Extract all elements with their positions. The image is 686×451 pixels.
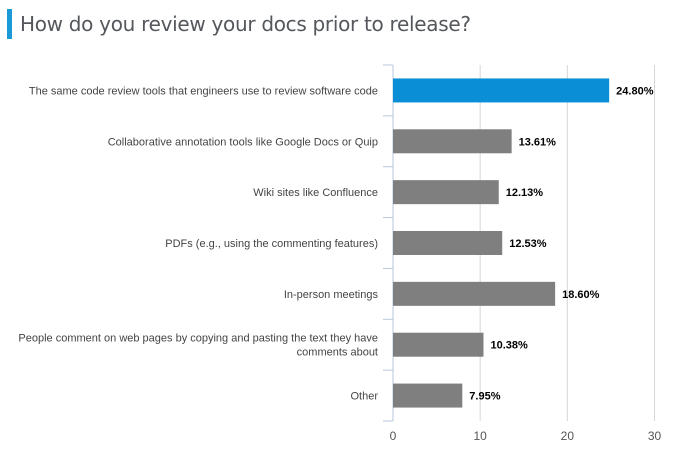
value-label: 24.80%: [616, 85, 654, 97]
bar: [393, 383, 463, 408]
x-tick-label: 30: [648, 429, 662, 443]
bar: [393, 78, 610, 103]
value-label: 12.13%: [506, 187, 544, 199]
x-tick-label: 20: [561, 429, 575, 443]
bar: [393, 281, 556, 306]
value-label: 10.38%: [490, 340, 528, 352]
category-label: Wiki sites like Confluence: [253, 187, 378, 199]
category-label: PDFs (e.g., using the commenting feature…: [165, 238, 378, 250]
value-label: 12.53%: [509, 238, 547, 250]
category-label: comments about: [297, 347, 378, 359]
bar: [393, 332, 484, 357]
value-label: 18.60%: [562, 289, 600, 301]
bar: [393, 231, 503, 255]
category-label: The same code review tools that engineer…: [29, 85, 378, 97]
category-label: In-person meetings: [284, 289, 379, 301]
category-label: Other: [350, 391, 378, 403]
page-title: How do you review your docs prior to rel…: [20, 12, 471, 36]
value-label: 7.95%: [469, 391, 500, 403]
bar: [393, 180, 499, 205]
title-accent-bar: [7, 9, 12, 39]
bar: [393, 129, 512, 154]
category-label: Collaborative annotation tools like Goog…: [108, 136, 378, 148]
x-tick-label: 0: [390, 429, 397, 443]
category-label: People comment on web pages by copying a…: [18, 333, 378, 345]
value-label: 13.61%: [519, 136, 557, 148]
x-tick-label: 10: [473, 429, 487, 443]
